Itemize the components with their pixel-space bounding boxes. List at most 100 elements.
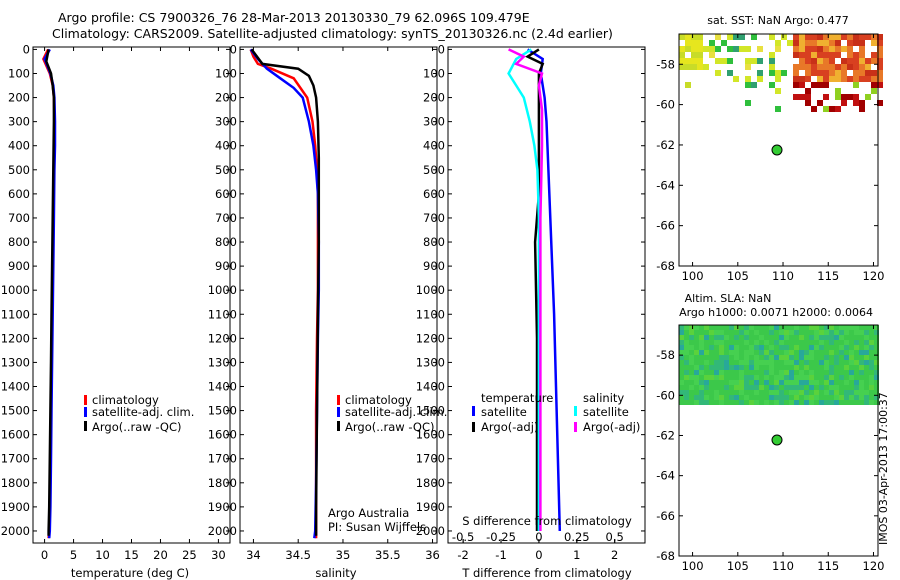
sst-grid-cell [841, 46, 847, 52]
sla-grid-cell [699, 380, 704, 385]
sla-grid-cell [839, 385, 844, 390]
sla-grid-cell [729, 325, 734, 330]
sla-grid-cell [719, 345, 724, 350]
sst-grid-cell [709, 46, 715, 52]
temperature-axes-frame [32, 46, 231, 544]
sst-grid-cell [769, 34, 775, 40]
sla-grid-cell [804, 365, 809, 370]
sla-grid-cell [719, 325, 724, 330]
sla-grid-cell [839, 355, 844, 360]
sst-grid-cell [727, 46, 733, 52]
sla-grid-cell [699, 340, 704, 345]
sla-grid-cell [769, 370, 774, 375]
legend-label-temp-argo: Argo(-adj) [481, 420, 538, 434]
map-x-tick-label: 120 [863, 269, 885, 283]
sst-grid-cell [817, 76, 823, 82]
sla-grid-cell [679, 325, 684, 330]
map-y-tick-label: -68 [656, 259, 675, 273]
sla-grid-cell [844, 330, 849, 335]
depth-tick-label: 2000 [1, 524, 30, 538]
sla-grid-cell [819, 385, 824, 390]
sla-grid-cell [839, 390, 844, 395]
sla-grid-cell [874, 395, 879, 400]
map-x-tick-label: 105 [727, 269, 749, 283]
sst-grid-cell [793, 94, 799, 100]
sla-grid-cell [854, 355, 859, 360]
sla-grid-cell [859, 330, 864, 335]
sla-grid-cell [734, 375, 739, 380]
sst-grid-cell [805, 76, 811, 82]
sla-grid-cell [729, 360, 734, 365]
sla-grid-cell [684, 375, 689, 380]
sla-grid-cell [714, 395, 719, 400]
difference-panel: 0100200300400500600700800900100011001200… [416, 42, 646, 580]
sla-grid-cell [854, 340, 859, 345]
sla-grid-cell [719, 400, 724, 405]
map-y-tick-label: -62 [656, 138, 675, 152]
sla-grid-cell [709, 390, 714, 395]
sla-grid-cell [854, 345, 859, 350]
sla-grid-cell [864, 390, 869, 395]
sla-grid-cell [764, 330, 769, 335]
sla-grid-cell [729, 400, 734, 405]
series-line-salinity-argo-adj [508, 48, 544, 531]
sla-grid-cell [754, 340, 759, 345]
sla-grid-cell [799, 340, 804, 345]
sla-grid-cell [794, 350, 799, 355]
sla-grid-cell [699, 395, 704, 400]
sst-grid-cell [679, 64, 685, 70]
sla-grid-cell [719, 385, 724, 390]
sst-grid-cell [817, 40, 823, 46]
sst-grid-cell [853, 58, 859, 64]
sla-grid-cell [784, 325, 789, 330]
depth-tick-label: 200 [8, 91, 30, 105]
sst-grid-cell [745, 64, 751, 70]
sla-grid-cell [679, 355, 684, 360]
sla-grid-cell [759, 365, 764, 370]
sst-grid-cell [829, 34, 835, 40]
sla-grid-cell [759, 350, 764, 355]
sla-grid-cell [824, 360, 829, 365]
sla-grid-cell [734, 325, 739, 330]
sst-grid-cell [805, 70, 811, 76]
sla-grid-cell [789, 355, 794, 360]
sst-grid-cell [829, 58, 835, 64]
sla-grid-cell [779, 345, 784, 350]
sla-grid-cell [799, 375, 804, 380]
sla-grid-cell [814, 375, 819, 380]
sla-grid-cell [714, 365, 719, 370]
sst-grid-cell [871, 82, 877, 88]
sla-grid-cell [754, 365, 759, 370]
sla-grid-cell [859, 335, 864, 340]
sst-grid-cell [871, 40, 877, 46]
sla-grid-cell [859, 400, 864, 405]
sla-grid-cell [874, 345, 879, 350]
sla-grid-cell [744, 340, 749, 345]
sla-grid-cell [864, 375, 869, 380]
sla-grid-cell [679, 370, 684, 375]
sla-grid-cell [779, 365, 784, 370]
sla-grid-cell [684, 400, 689, 405]
sla-grid-cell [809, 355, 814, 360]
sla-grid-cell [774, 340, 779, 345]
sla-grid-cell [809, 385, 814, 390]
sla-grid-cell [774, 350, 779, 355]
title-line-1: Argo profile: CS 7900326_76 28-Mar-2013 … [58, 10, 530, 25]
sla-grid-cell [839, 340, 844, 345]
sst-grid-cell [841, 70, 847, 76]
sla-grid-cell [874, 400, 879, 405]
sla-grid-cell [819, 370, 824, 375]
sla-grid-cell [784, 365, 789, 370]
sla-grid-cell [869, 385, 874, 390]
sla-grid-cell [759, 345, 764, 350]
sst-grid-cell [805, 52, 811, 58]
sla-grid-cell [704, 345, 709, 350]
sst-grid-cell [757, 70, 763, 76]
sst-grid-cell [865, 94, 871, 100]
sst-grid-cell [847, 46, 853, 52]
sla-grid-cell [724, 400, 729, 405]
sla-grid-cell [774, 330, 779, 335]
sla-grid-cell [769, 375, 774, 380]
sla-grid-cell [709, 375, 714, 380]
sst-grid-cell [817, 70, 823, 76]
